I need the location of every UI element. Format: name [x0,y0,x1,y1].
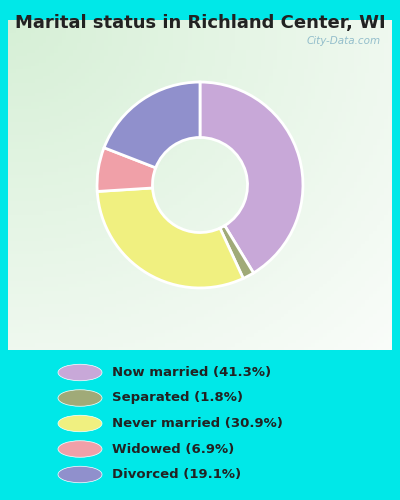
Wedge shape [104,82,200,168]
Circle shape [58,441,102,457]
Wedge shape [97,148,156,192]
Circle shape [58,415,102,432]
Circle shape [58,390,102,406]
Wedge shape [220,226,254,278]
Circle shape [58,466,102,483]
Wedge shape [97,188,243,288]
Text: Separated (1.8%): Separated (1.8%) [112,392,243,404]
Text: Never married (30.9%): Never married (30.9%) [112,417,283,430]
Text: Marital status in Richland Center, WI: Marital status in Richland Center, WI [15,14,385,32]
Text: Widowed (6.9%): Widowed (6.9%) [112,442,234,456]
Text: Divorced (19.1%): Divorced (19.1%) [112,468,241,481]
Circle shape [58,364,102,381]
Text: Now married (41.3%): Now married (41.3%) [112,366,271,379]
Wedge shape [200,82,303,273]
Text: City-Data.com: City-Data.com [306,36,380,46]
